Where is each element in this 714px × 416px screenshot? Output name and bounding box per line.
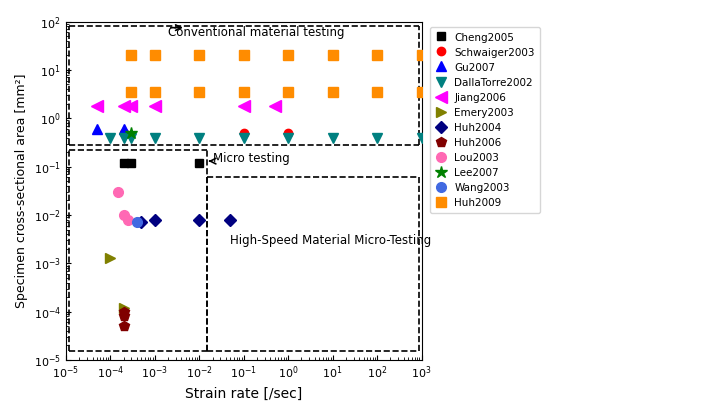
- Text: High-Speed Material Micro-Testing: High-Speed Material Micro-Testing: [230, 234, 431, 247]
- Y-axis label: Specimen cross-sectional area [mm²]: Specimen cross-sectional area [mm²]: [15, 74, 28, 308]
- Legend: Cheng2005, Schwaiger2003, Gu2007, DallaTorre2002, Jiang2006, Emery2003, Huh2004,: Cheng2005, Schwaiger2003, Gu2007, DallaT…: [431, 27, 540, 213]
- Text: Micro testing: Micro testing: [213, 151, 289, 165]
- X-axis label: Strain rate [/sec]: Strain rate [/sec]: [185, 387, 302, 401]
- Text: Conventional material testing: Conventional material testing: [168, 26, 345, 39]
